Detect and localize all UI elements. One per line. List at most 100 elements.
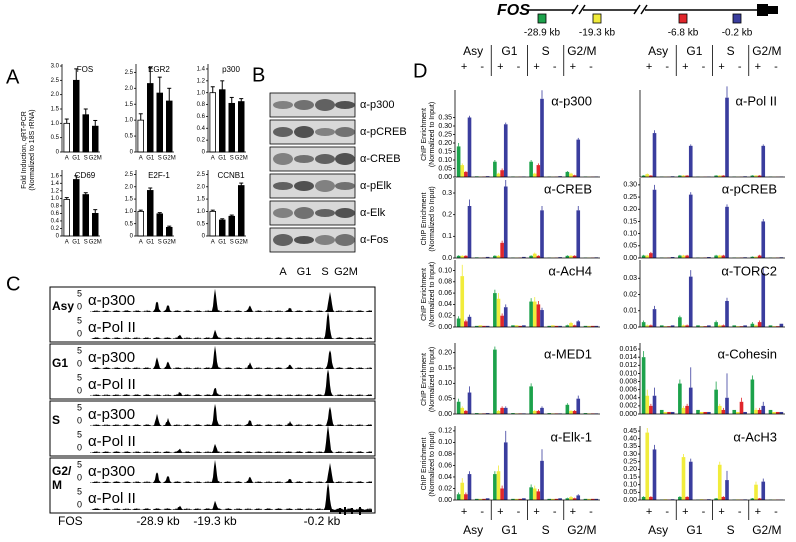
bar	[659, 325, 664, 327]
bar	[218, 89, 226, 153]
y-tick-label: 0.004	[619, 395, 637, 402]
y-tick-label: 0.010	[619, 370, 637, 377]
bar	[667, 326, 671, 327]
group-label: G2/	[52, 464, 72, 478]
bar	[532, 253, 537, 258]
chart-title: α-p300	[551, 93, 592, 108]
bar	[522, 325, 526, 327]
bar	[641, 322, 646, 327]
sign-label: -	[738, 61, 742, 73]
bar	[496, 298, 501, 327]
bar	[63, 122, 71, 153]
y-tick-label: 0.04	[438, 474, 452, 481]
blot-band	[335, 101, 355, 109]
antibody-label: α-pCREB	[360, 126, 407, 138]
y-tick-label: 1.2	[51, 188, 60, 194]
y-tick-label: 0.15	[623, 474, 637, 481]
y-tick-label: 1.4	[197, 67, 206, 73]
y-tick-label: 0.45	[623, 428, 637, 435]
bar	[467, 316, 472, 327]
y-tick-label: 2.0	[125, 86, 134, 92]
y-tick-label: 0.25	[438, 131, 452, 138]
bar	[558, 325, 562, 327]
sign-label: -	[480, 506, 484, 518]
y-tick-label: 2.5	[125, 172, 134, 178]
bar	[456, 146, 461, 177]
y-tick-label: 0.5	[125, 221, 134, 227]
bar	[572, 175, 577, 177]
bar	[641, 496, 646, 500]
sign-label: +	[533, 506, 539, 518]
axis	[639, 90, 785, 178]
y-tick-label: 0.014	[619, 354, 637, 361]
bar	[721, 175, 726, 177]
bar	[714, 322, 718, 327]
bar	[649, 496, 653, 500]
bar	[482, 325, 486, 327]
track-scale: 5	[77, 288, 82, 298]
y-tick-label: 0.5	[51, 135, 60, 141]
group-label: S	[727, 44, 735, 58]
track-group	[49, 457, 376, 514]
sign-label: +	[497, 61, 503, 73]
x-tick-label: G2M	[89, 156, 102, 162]
site-label: -0.2 kb	[304, 514, 341, 528]
bar	[641, 175, 646, 177]
blot-band	[335, 153, 355, 165]
y-tick-label: 0.8	[197, 102, 206, 108]
sign-label: +	[533, 61, 539, 73]
bar	[482, 498, 486, 500]
track-scale: 0	[77, 385, 82, 395]
bar	[496, 471, 501, 500]
y-axis-label: (Normalized to Input)	[429, 431, 436, 496]
panel-letter: A	[6, 66, 20, 88]
y-tick-label: 0.25	[623, 459, 637, 466]
sign-label: -	[774, 506, 778, 518]
bar	[743, 411, 747, 414]
y-tick-label: 0.10	[623, 482, 637, 489]
bar	[663, 326, 668, 327]
bar	[721, 255, 726, 258]
y-tick-label: 1.6	[51, 173, 60, 179]
bar	[529, 386, 533, 414]
bar	[572, 255, 577, 258]
bar	[717, 325, 722, 327]
bar	[82, 194, 90, 237]
bar	[594, 498, 599, 500]
bar	[474, 325, 479, 327]
bar	[757, 409, 762, 414]
bar	[460, 407, 465, 414]
bar	[532, 488, 537, 500]
western-blot	[269, 92, 356, 253]
bar	[514, 498, 519, 500]
sign-label: +	[570, 506, 576, 518]
bar	[532, 410, 537, 414]
sign-label: -	[480, 61, 484, 73]
bar	[503, 186, 508, 258]
gene-glyph	[330, 507, 372, 515]
bar	[645, 432, 650, 500]
y-tick-label: 0.00	[438, 174, 452, 181]
bar	[500, 488, 504, 500]
track-scale: 5	[77, 429, 82, 439]
y-tick-label: 3.0	[51, 64, 60, 70]
bar	[532, 173, 537, 177]
bar	[714, 175, 718, 177]
y-tick-label: 0.00	[623, 497, 637, 504]
bar	[707, 325, 711, 327]
blot-band	[335, 182, 355, 190]
blot-band	[294, 181, 314, 191]
bar	[587, 498, 591, 500]
y-tick-label: 0.012	[619, 362, 637, 369]
bar	[678, 175, 682, 177]
bar	[754, 325, 758, 327]
bar	[464, 255, 468, 258]
y-tick-label: 0.00	[623, 255, 637, 262]
lane-label: G2M	[334, 266, 358, 278]
y-tick-label: 1.0	[197, 90, 206, 96]
bar	[165, 100, 173, 153]
bar	[743, 325, 747, 327]
bar	[757, 498, 762, 500]
bar	[551, 498, 555, 500]
